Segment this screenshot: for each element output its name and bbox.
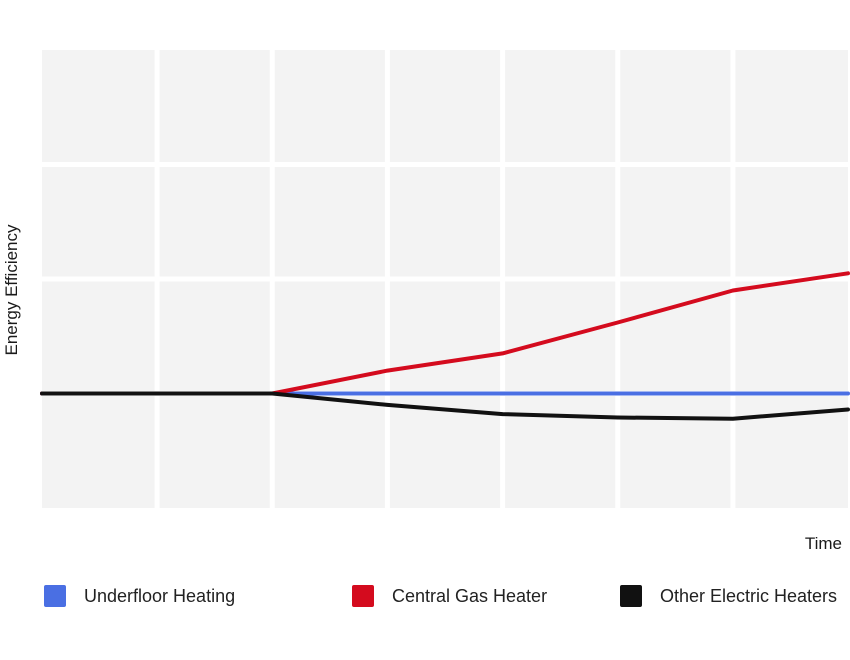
series-line-other-electric-heaters xyxy=(40,391,850,421)
legend-item-other-electric-heaters[interactable]: Other Electric Heaters xyxy=(620,583,837,609)
legend-label: Central Gas Heater xyxy=(392,585,548,606)
y-axis-label: Energy Efficiency xyxy=(2,224,21,356)
legend-label: Underfloor Heating xyxy=(84,585,236,606)
series-lines xyxy=(40,271,850,421)
legend-item-underfloor-heating[interactable]: Underfloor Heating xyxy=(44,583,235,609)
legend-swatch-icon xyxy=(352,585,374,607)
x-axis-label: Time xyxy=(805,534,842,553)
legend-swatch-icon xyxy=(44,585,66,607)
legend-swatch-icon xyxy=(620,585,642,607)
chart-legend: Underfloor Heating Central Gas Heater Ot… xyxy=(0,583,850,609)
legend-item-central-gas-heater[interactable]: Central Gas Heater xyxy=(352,583,547,609)
legend-label: Other Electric Heaters xyxy=(660,585,838,606)
